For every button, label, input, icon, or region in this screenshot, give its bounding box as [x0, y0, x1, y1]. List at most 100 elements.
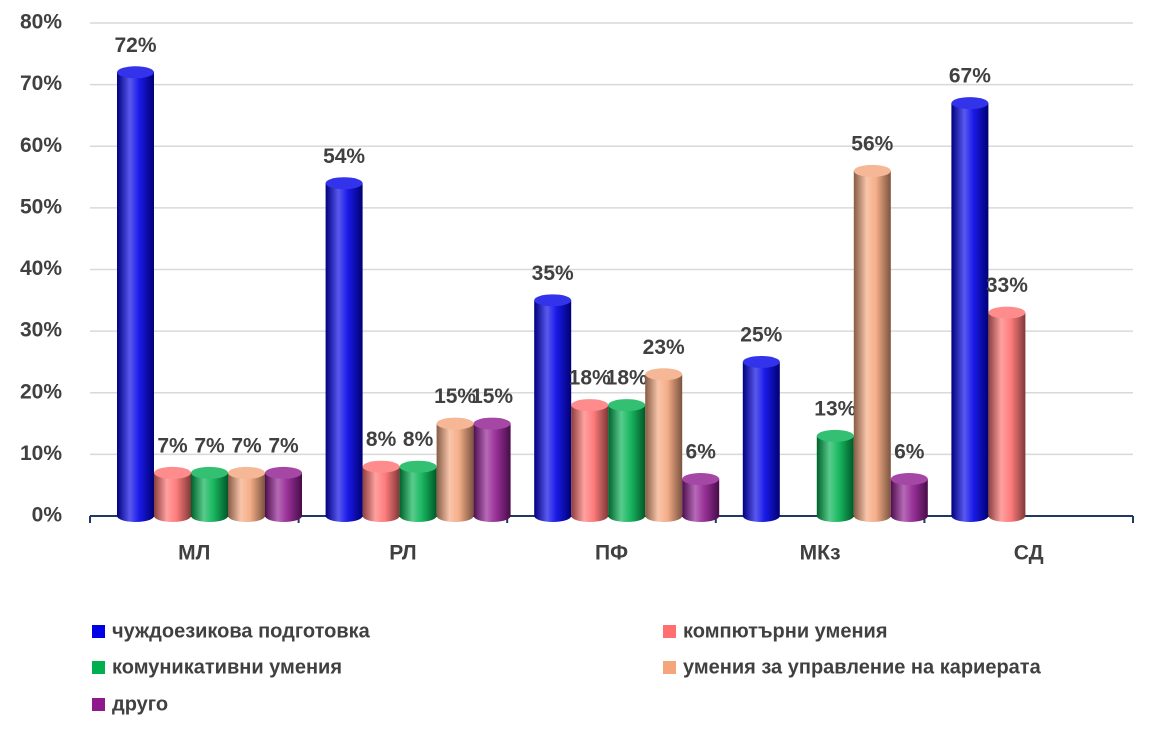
- bar-body: [988, 312, 1026, 522]
- y-tick-label: 50%: [20, 195, 62, 218]
- y-tick-label: 30%: [20, 319, 62, 342]
- legend-label: компютърни умения: [683, 620, 888, 642]
- bar-body: [265, 472, 302, 522]
- value-label: 23%: [643, 336, 685, 359]
- value-label: 72%: [114, 34, 156, 57]
- bar: [473, 417, 511, 522]
- legend-swatch: [92, 661, 105, 674]
- bar-top: [534, 294, 572, 307]
- value-label: 7%: [157, 434, 188, 457]
- bar-body: [228, 472, 265, 522]
- bar-top: [890, 473, 928, 486]
- value-label: 7%: [231, 434, 262, 457]
- value-label: 13%: [814, 397, 856, 420]
- bar: [816, 429, 854, 522]
- bar-body: [362, 466, 400, 522]
- bar-body: [853, 170, 891, 522]
- bar: [571, 399, 609, 522]
- legend-swatch: [92, 625, 105, 638]
- x-tick-label: МКз: [800, 542, 841, 565]
- bar-top: [154, 466, 191, 479]
- value-label: 56%: [851, 132, 893, 155]
- bar: [682, 473, 720, 522]
- y-tick-label: 60%: [20, 134, 62, 157]
- bar: [399, 460, 437, 522]
- bar-body: [325, 183, 363, 522]
- value-label: 7%: [194, 434, 225, 457]
- bar-top: [399, 460, 437, 473]
- bar-top: [853, 164, 891, 177]
- value-label: 8%: [403, 428, 434, 451]
- bar-body: [682, 479, 720, 522]
- bar: [265, 466, 302, 522]
- bar: [362, 460, 400, 522]
- y-tick-label: 70%: [20, 72, 62, 95]
- legend-label: чуждоезикова подготовка: [112, 620, 371, 642]
- bar-top: [645, 368, 683, 381]
- bar-body: [890, 479, 928, 522]
- bar: [951, 97, 989, 523]
- bar-top: [816, 429, 854, 442]
- bar: [645, 368, 683, 522]
- bar-body: [571, 405, 609, 522]
- bar: [436, 417, 474, 522]
- bar-body: [117, 72, 154, 523]
- bar-top: [742, 355, 780, 368]
- bar-body: [816, 435, 854, 522]
- legend-label: умения за управление на кариерата: [683, 656, 1042, 678]
- bar-top: [608, 399, 646, 412]
- value-label: 18%: [569, 367, 611, 390]
- bar-body: [645, 374, 683, 522]
- bar: [853, 164, 891, 522]
- y-tick-label: 20%: [20, 380, 62, 403]
- bar-top: [362, 460, 400, 473]
- bar-top: [988, 306, 1026, 319]
- x-tick-label: РЛ: [389, 542, 416, 565]
- value-label: 6%: [686, 441, 717, 464]
- bar-body: [399, 466, 437, 522]
- bar: [154, 466, 191, 522]
- value-label: 6%: [894, 441, 925, 464]
- bar-body: [608, 405, 646, 522]
- bar: [228, 466, 265, 522]
- value-label: 25%: [740, 323, 782, 346]
- y-tick-label: 40%: [20, 257, 62, 280]
- legend-swatch: [663, 625, 676, 638]
- bar-top: [228, 466, 265, 479]
- bar-top: [473, 417, 511, 430]
- bar-body: [742, 361, 780, 522]
- bar-top: [265, 466, 302, 479]
- legend-label: друго: [112, 693, 168, 715]
- bar-top: [436, 417, 474, 430]
- bar-body: [534, 300, 572, 522]
- bar: [325, 177, 363, 522]
- value-label: 8%: [366, 428, 397, 451]
- y-tick-label: 10%: [20, 442, 62, 465]
- x-tick-label: СД: [1014, 542, 1044, 565]
- value-label: 35%: [532, 262, 574, 285]
- value-label: 67%: [949, 65, 991, 88]
- bar: [191, 466, 228, 522]
- value-label: 15%: [471, 385, 513, 408]
- bar: [534, 294, 572, 522]
- value-label: 54%: [323, 145, 365, 168]
- bar-top: [951, 97, 989, 110]
- bar-top: [325, 177, 363, 190]
- legend-swatch: [92, 698, 105, 711]
- value-label: 18%: [606, 367, 648, 390]
- value-label: 15%: [434, 385, 476, 408]
- bar-body: [436, 423, 474, 522]
- legend-swatch: [663, 661, 676, 674]
- bar: [742, 355, 780, 522]
- x-tick-label: ПФ: [595, 542, 628, 565]
- value-label: 7%: [268, 434, 299, 457]
- bar-body: [473, 423, 511, 522]
- bar-top: [191, 466, 228, 479]
- y-tick-label: 80%: [20, 11, 62, 34]
- bar-top: [117, 66, 154, 79]
- bar: [608, 399, 646, 522]
- y-tick-label: 0%: [32, 504, 63, 527]
- value-label: 33%: [986, 274, 1028, 297]
- bar: [890, 473, 928, 522]
